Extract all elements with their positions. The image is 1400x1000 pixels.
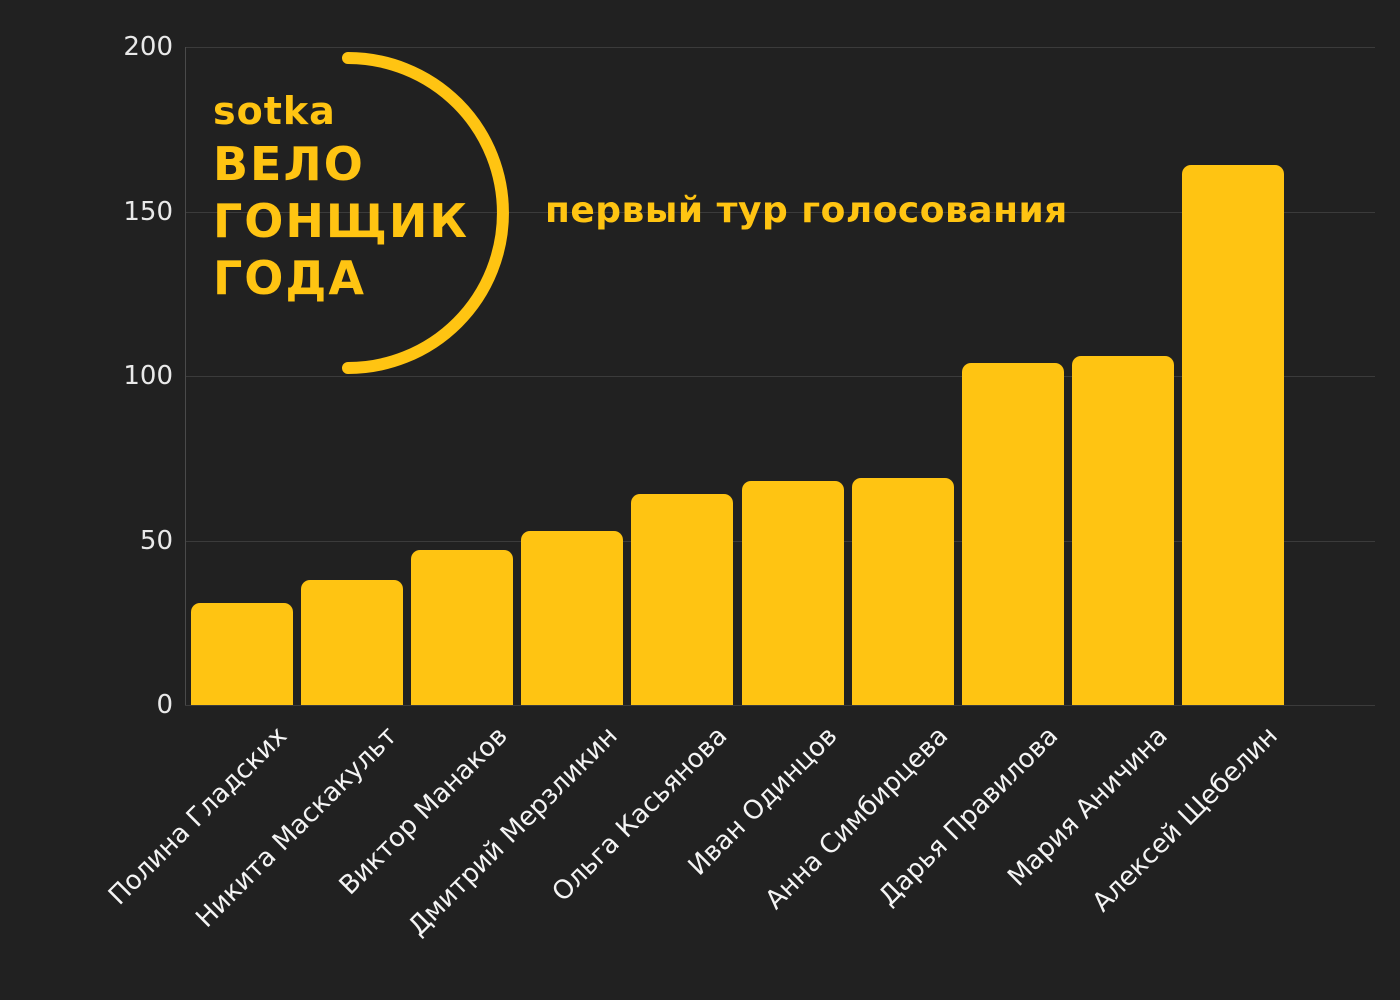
x-category-label: Полина Гладских — [103, 721, 294, 912]
gridline — [185, 376, 1375, 377]
x-category-label: Анна Симбирцева — [759, 721, 955, 916]
y-axis-line — [185, 47, 186, 705]
y-tick-label: 150 — [123, 197, 173, 227]
y-tick-label: 0 — [156, 690, 173, 720]
bar — [301, 580, 403, 705]
logo-line-goda: ГОДА — [213, 251, 366, 305]
crescent-moon-icon — [342, 52, 509, 374]
x-category-label: Дмитрий Мерзликин — [402, 721, 624, 942]
bar — [631, 494, 733, 705]
logo-line-velo: ВЕЛО — [213, 137, 365, 191]
logo-brand-text: sotka — [213, 89, 336, 133]
bar — [521, 531, 623, 705]
y-tick-label: 50 — [139, 526, 173, 556]
bar — [852, 478, 954, 705]
bar — [962, 363, 1064, 705]
y-tick-label: 100 — [123, 361, 173, 391]
y-tick-label: 200 — [123, 32, 173, 62]
bar — [1072, 356, 1174, 705]
bar — [191, 603, 293, 705]
gridline — [185, 705, 1375, 706]
bar — [411, 550, 513, 705]
gridline — [185, 47, 1375, 48]
logo: sotka ВЕЛО ГОНЩИК ГОДА — [213, 86, 469, 307]
x-category-label: Никита Маскакульт — [190, 721, 404, 934]
gridline — [185, 212, 1375, 213]
bar — [1182, 165, 1284, 705]
bar — [742, 481, 844, 705]
chart-title: первый тур голосования — [545, 190, 1068, 231]
x-category-label: Дарья Правилова — [873, 721, 1065, 912]
x-category-label: Алексей Щебелин — [1087, 721, 1285, 918]
logo-line-gonschik: ГОНЩИК — [213, 194, 469, 248]
